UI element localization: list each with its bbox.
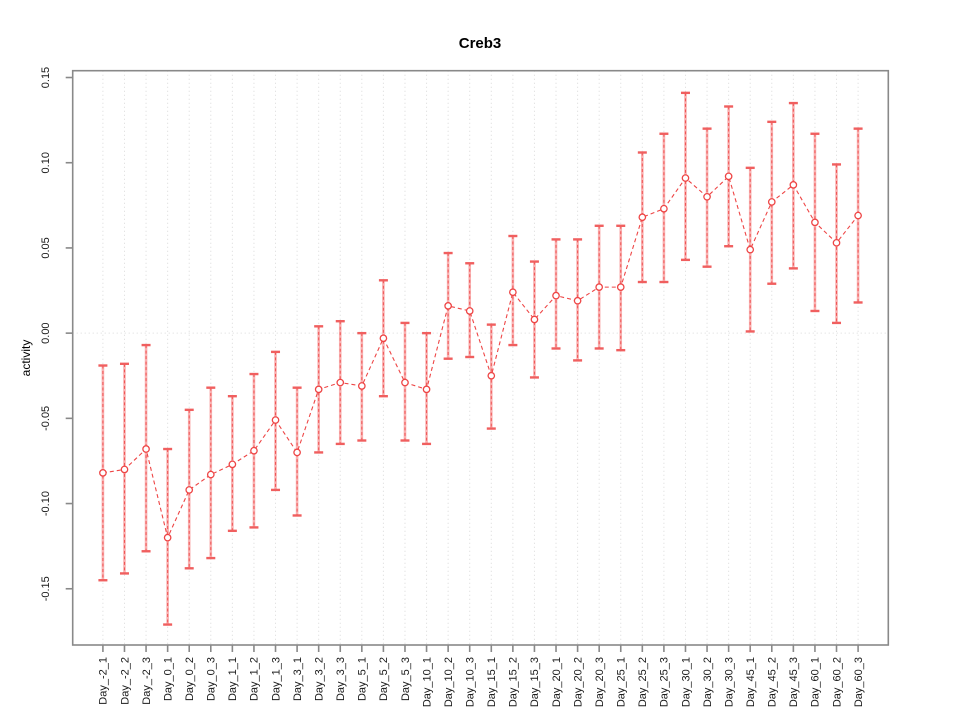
- data-point: [487, 371, 496, 380]
- data-point: [120, 465, 129, 474]
- x-tick-label: Day_5_3: [400, 657, 412, 701]
- y-tick-label: -0.15: [40, 576, 52, 601]
- data-point: [250, 446, 258, 455]
- data-point: [444, 302, 452, 310]
- x-tick-label: Day_-2_3: [141, 657, 153, 705]
- x-tick-label: Day_1_1: [227, 657, 239, 701]
- data-point: [142, 445, 150, 453]
- series-line: [102, 175, 859, 540]
- data-point: [465, 307, 474, 315]
- x-tick-label: Day_25_2: [637, 657, 649, 707]
- x-tick-label: Day_3_1: [292, 657, 304, 701]
- data-point: [703, 192, 711, 201]
- data-point: [746, 245, 755, 254]
- data-point: [206, 470, 215, 479]
- data-point: [638, 213, 647, 222]
- x-tick-label: Day_10_3: [465, 657, 477, 707]
- x-tick-label: Day_45_1: [745, 657, 757, 707]
- x-tick-label: Day_60_2: [831, 657, 843, 707]
- data-point: [681, 174, 690, 182]
- x-tick-label: Day_20_3: [594, 657, 606, 707]
- data-point: [271, 416, 280, 424]
- data-point: [854, 211, 862, 220]
- x-tick-label: Day_0_1: [162, 657, 174, 701]
- data-point: [616, 283, 625, 291]
- x-tick-label: Day_30_3: [723, 657, 735, 707]
- data-point: [789, 181, 798, 189]
- data-point: [552, 291, 560, 300]
- y-tick-label: 0.05: [40, 237, 52, 258]
- plot-border: [71, 69, 890, 646]
- x-tick-label: Day_10_1: [421, 657, 433, 707]
- data-point: [724, 172, 733, 181]
- data-point: [767, 198, 776, 206]
- data-point: [530, 315, 539, 324]
- data-point: [595, 283, 604, 291]
- x-tick-label: Day_15_1: [486, 657, 498, 707]
- data-point: [832, 238, 841, 247]
- x-tick-label: Day_20_2: [572, 657, 584, 707]
- x-tick-label: Day_60_3: [853, 657, 865, 707]
- data-point: [293, 448, 301, 457]
- x-tick-label: Day_0_2: [184, 657, 196, 701]
- x-tick-label: Day_45_3: [788, 657, 800, 707]
- x-tick-label: Day_25_1: [616, 657, 628, 707]
- x-tick-label: Day_15_3: [529, 657, 541, 707]
- x-tick-label: Day_5_1: [357, 657, 369, 701]
- x-tick-label: Day_1_3: [270, 657, 282, 701]
- data-point: [811, 218, 819, 227]
- x-tick-label: Day_30_2: [702, 657, 714, 707]
- data-point: [185, 486, 194, 494]
- data-point: [228, 460, 237, 469]
- data-point: [314, 385, 323, 394]
- y-tick-label: 0.10: [40, 152, 52, 173]
- x-tick-label: Day_0_3: [206, 657, 218, 701]
- x-tick-label: Day_45_2: [767, 657, 779, 707]
- data-point: [401, 378, 409, 387]
- data-point: [336, 378, 345, 387]
- data-point: [357, 382, 366, 390]
- data-point: [422, 385, 431, 394]
- chart-title: Creb3: [458, 35, 502, 52]
- x-tick-label: Day_30_1: [680, 657, 692, 707]
- data-point: [660, 204, 668, 213]
- x-tick-label: Day_3_2: [313, 657, 325, 701]
- x-tick-label: Day_25_3: [659, 657, 671, 707]
- x-tick-label: Day_1_2: [249, 657, 261, 701]
- data-point: [573, 296, 582, 305]
- y-tick-label: -0.10: [40, 491, 52, 516]
- data-point: [163, 533, 172, 542]
- y-tick-label: 0.15: [40, 67, 52, 88]
- x-tick-label: Day_15_2: [508, 657, 520, 707]
- data-point: [379, 334, 388, 343]
- data-point: [509, 288, 517, 297]
- x-tick-label: Day_5_2: [378, 657, 390, 701]
- x-tick-label: Day_-2_2: [119, 657, 131, 705]
- x-tick-label: Day_3_3: [335, 657, 347, 701]
- data-point: [99, 469, 107, 477]
- x-tick-label: Day_-2_1: [98, 657, 110, 705]
- x-tick-label: Day_20_1: [551, 657, 563, 707]
- x-tick-label: Day_60_1: [810, 657, 822, 707]
- y-tick-label: 0.00: [40, 322, 52, 343]
- y-tick-label: -0.05: [40, 406, 52, 431]
- x-tick-label: Day_10_2: [443, 657, 455, 707]
